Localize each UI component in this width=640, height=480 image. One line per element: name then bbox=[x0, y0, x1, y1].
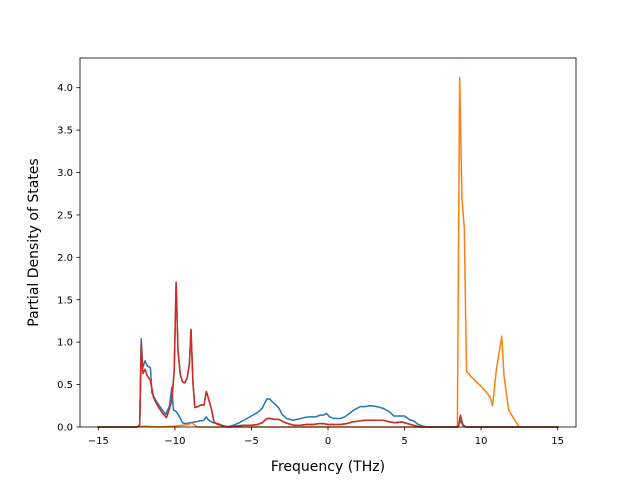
x-axis-label: Frequency (THz) bbox=[271, 459, 385, 475]
y-axis-label: Partial Density of States bbox=[26, 158, 42, 326]
y-tick-label: 3.5 bbox=[57, 126, 73, 137]
y-tick-label: 0.0 bbox=[57, 423, 73, 434]
y-tick-label: 2.5 bbox=[57, 210, 73, 221]
series-line-1 bbox=[97, 338, 559, 428]
y-tick-label: 4.0 bbox=[57, 83, 73, 94]
series-line-4 bbox=[97, 281, 559, 428]
plot-frame bbox=[79, 57, 577, 428]
plot-background bbox=[80, 58, 576, 427]
x-tick-label: −5 bbox=[244, 436, 259, 447]
y-tick-label: 2.0 bbox=[57, 253, 73, 264]
ticks-layer: −15 −10 −5 0 5 10 15 0.0 0.5 1.0 1.5 2.0 2.5 3.0 3.5 4.… bbox=[57, 83, 564, 447]
y-tick-label: 1.0 bbox=[57, 338, 73, 349]
series-layer bbox=[97, 76, 559, 428]
y-tick-label: 1.5 bbox=[57, 295, 73, 306]
x-tick-label: 0 bbox=[325, 436, 331, 447]
y-tick-label: 0.5 bbox=[57, 380, 73, 391]
x-tick-label: 10 bbox=[475, 436, 488, 447]
x-tick-label: 5 bbox=[401, 436, 407, 447]
y-tick-label: 3.0 bbox=[57, 168, 73, 179]
series-line-2 bbox=[97, 76, 559, 428]
x-tick-label: −15 bbox=[88, 436, 109, 447]
x-tick-label: 15 bbox=[551, 436, 564, 447]
x-tick-label: −10 bbox=[164, 436, 185, 447]
